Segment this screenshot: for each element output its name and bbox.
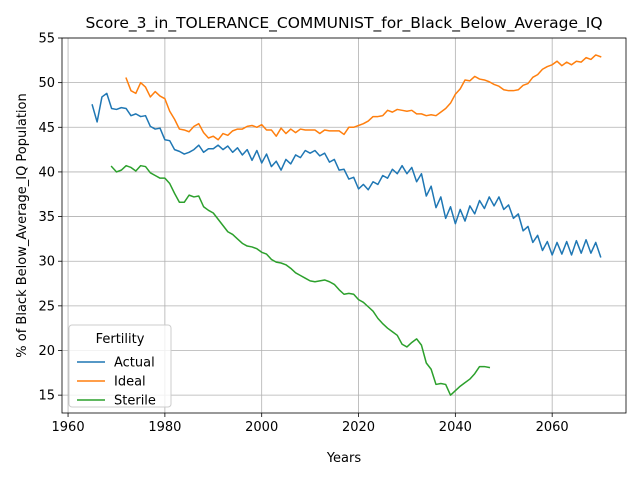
grid <box>62 37 626 413</box>
y-tick-label: 15 <box>38 389 55 404</box>
x-tick-label: 1960 <box>52 420 85 435</box>
series-lines <box>91 54 602 396</box>
y-tick-label: 55 <box>38 32 55 47</box>
legend-label-ideal: Ideal <box>114 375 146 390</box>
legend-box <box>68 324 172 408</box>
x-axis-label: Years <box>326 451 362 466</box>
y-tick-label: 45 <box>38 121 55 136</box>
x-tick-label: 2000 <box>245 420 278 435</box>
legend-items: Actual Ideal Sterile <box>77 356 156 409</box>
x-tick-label: 2020 <box>342 420 375 435</box>
y-tick-label: 20 <box>38 344 55 359</box>
series-line-actual <box>91 92 602 258</box>
legend: Fertility Actual Ideal Sterile <box>68 324 172 409</box>
plot-frame <box>61 37 627 414</box>
y-tick-label: 35 <box>38 210 55 225</box>
y-tick-label: 30 <box>38 255 55 270</box>
legend-title: Fertility <box>96 332 145 347</box>
x-axis-ticks: 1960 1980 2000 2020 2040 2060 <box>52 413 569 435</box>
x-tick-label: 2040 <box>439 420 472 435</box>
y-tick-label: 25 <box>38 299 55 314</box>
legend-label-actual: Actual <box>114 356 155 371</box>
y-tick-label: 40 <box>38 165 55 180</box>
y-tick-label: 50 <box>38 76 55 91</box>
series-line-ideal <box>125 54 602 141</box>
y-axis-ticks: 15 20 25 30 35 40 45 50 55 <box>38 32 62 404</box>
legend-label-sterile: Sterile <box>114 394 156 409</box>
x-tick-label: 1980 <box>148 420 181 435</box>
chart-title: Score_3_in_TOLERANCE_COMMUNIST_for_Black… <box>85 14 602 33</box>
y-axis-label: % of Black Below_Average_IQ Population <box>15 93 30 357</box>
x-tick-label: 2060 <box>536 420 569 435</box>
series-line-sterile <box>110 164 491 396</box>
